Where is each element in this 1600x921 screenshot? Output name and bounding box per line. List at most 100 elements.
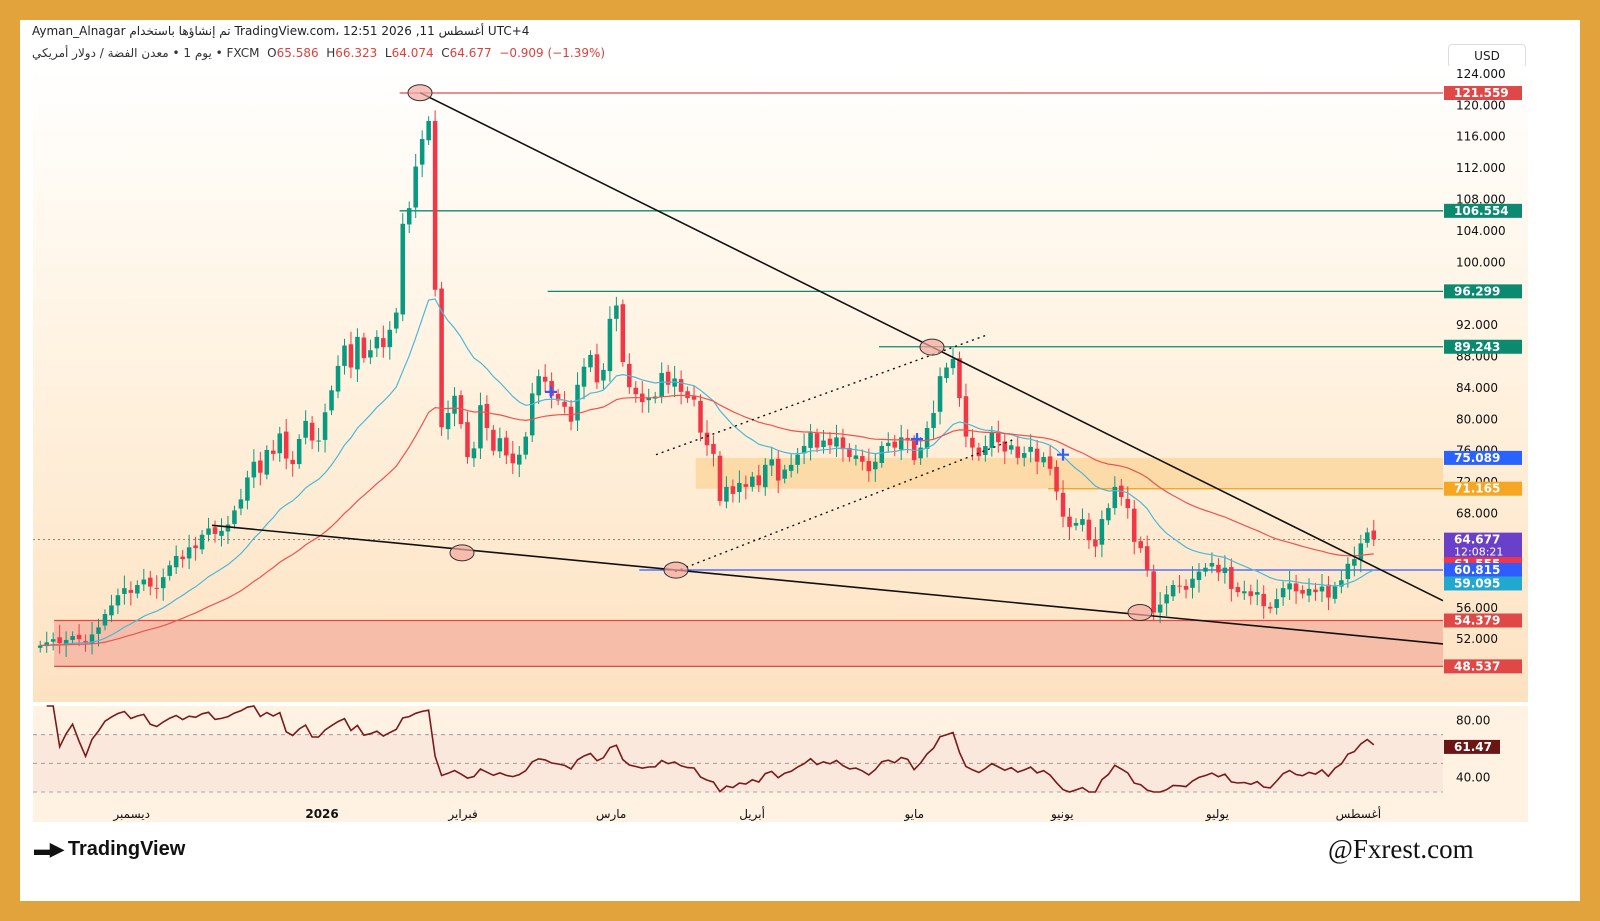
candle-body xyxy=(873,461,878,470)
y-tick-label: 104.000 xyxy=(1456,224,1506,238)
price-label-box-8 xyxy=(1444,562,1522,577)
candle-body xyxy=(1028,446,1033,452)
candle-body xyxy=(976,447,982,457)
price-label-box-5 xyxy=(1444,481,1522,496)
candle-body xyxy=(504,437,509,456)
price-label-text: 60.815 xyxy=(1454,563,1500,577)
candle-body xyxy=(1054,466,1059,492)
candle-body xyxy=(834,437,839,447)
candle-body xyxy=(1222,567,1228,574)
candle-body xyxy=(148,577,153,587)
candle-body xyxy=(1041,457,1046,463)
candle-body xyxy=(795,454,800,465)
candle-body xyxy=(439,288,444,428)
candle-body xyxy=(542,376,548,382)
close-value: 64.677 xyxy=(449,46,492,60)
price-chart[interactable]: 124.000 120.000 116.000 112.000 108.000 104.0… xyxy=(20,20,1580,901)
candle-body xyxy=(1177,585,1182,587)
candle-body xyxy=(762,464,768,488)
candle-body xyxy=(510,453,516,464)
candle-body xyxy=(983,446,988,455)
candle-body xyxy=(737,482,742,493)
candle-body xyxy=(931,413,936,428)
tradingview-logo[interactable]: ▬▶ TradingView xyxy=(34,838,185,861)
candle-body xyxy=(1248,591,1254,596)
y-tick-label: 80.000 xyxy=(1456,412,1498,426)
candle-body xyxy=(1138,541,1143,549)
candle-body xyxy=(128,590,134,593)
close-label: C xyxy=(441,46,450,60)
candle-body xyxy=(924,427,930,449)
candle-body xyxy=(607,318,613,372)
price-label-text: 71.165 xyxy=(1454,482,1500,496)
rsi-tick-label: 40.00 xyxy=(1456,771,1490,785)
candle-body xyxy=(1015,446,1020,458)
candle-body xyxy=(316,440,321,442)
price-label-box-3 xyxy=(1444,339,1522,354)
candle-body xyxy=(1352,559,1357,566)
candle-body xyxy=(1339,580,1344,587)
candle-body xyxy=(264,449,270,475)
candle-body xyxy=(704,432,710,446)
price-label-countdown: 12:08:21 xyxy=(1454,546,1503,559)
candle-body xyxy=(471,448,477,459)
y-tick-label: 68.000 xyxy=(1456,507,1498,521)
candle-body xyxy=(555,393,561,401)
price-label-box-11 xyxy=(1444,659,1522,674)
chart-background xyxy=(33,66,1528,702)
candle-body xyxy=(827,438,833,446)
candle-body xyxy=(50,639,56,642)
candle-body xyxy=(361,337,367,359)
price-label-box-0 xyxy=(1444,86,1522,101)
pivot-circle-1 xyxy=(449,544,475,562)
candle-body xyxy=(1287,583,1292,590)
candle-body xyxy=(1216,564,1221,573)
candle-body xyxy=(465,422,470,458)
price-label-text: 59.095 xyxy=(1454,576,1500,590)
candle-body xyxy=(1345,563,1351,580)
tradingview-mark-icon: ▬▶ xyxy=(34,839,64,859)
candle-body xyxy=(536,376,541,396)
symbol-name[interactable]: يوم 1 • معدن الفضة / دولار أمريكي • FXCM xyxy=(32,46,260,60)
candle-body xyxy=(879,446,885,463)
candle-body xyxy=(154,587,160,589)
high-label: H xyxy=(326,46,336,60)
candle-body xyxy=(63,639,69,645)
candle-body xyxy=(258,460,263,473)
candle-body xyxy=(950,358,956,369)
candle-body xyxy=(1073,522,1079,526)
candle-body xyxy=(1067,516,1072,527)
candle-body xyxy=(665,371,671,385)
candle-body xyxy=(160,577,166,589)
candle-body xyxy=(1080,519,1085,525)
y-tick-label: 116.000 xyxy=(1456,130,1506,144)
candle-body xyxy=(445,413,451,430)
candle-body xyxy=(303,420,308,438)
candle-body xyxy=(1183,585,1189,590)
y-tick-label: 52.000 xyxy=(1456,632,1498,646)
candle-body xyxy=(212,527,218,534)
candle-body xyxy=(1371,530,1377,540)
open-label: O xyxy=(267,46,277,60)
candle-body xyxy=(426,120,431,141)
price-label-text: 96.299 xyxy=(1454,284,1500,298)
candle-body xyxy=(180,556,185,560)
candle-body xyxy=(329,390,334,411)
x-axis-label: فبراير xyxy=(447,807,477,822)
candle-body xyxy=(419,139,425,165)
candle-body xyxy=(788,464,794,471)
price-label-box-9 xyxy=(1444,576,1522,591)
candle-body xyxy=(691,396,697,400)
candle-body xyxy=(847,447,852,458)
candle-body xyxy=(57,637,62,644)
candle-body xyxy=(342,345,347,366)
currency-button[interactable]: USD xyxy=(1448,44,1526,68)
price-label-text: 64.677 xyxy=(1454,533,1500,547)
candle-body xyxy=(808,432,813,448)
candle-body xyxy=(840,437,846,450)
price-label-box-6 xyxy=(1444,532,1522,559)
x-axis-label: مارس xyxy=(596,807,627,822)
price-label-text: 48.537 xyxy=(1454,659,1500,673)
candle-body xyxy=(238,499,244,509)
candle-body xyxy=(1293,583,1299,592)
